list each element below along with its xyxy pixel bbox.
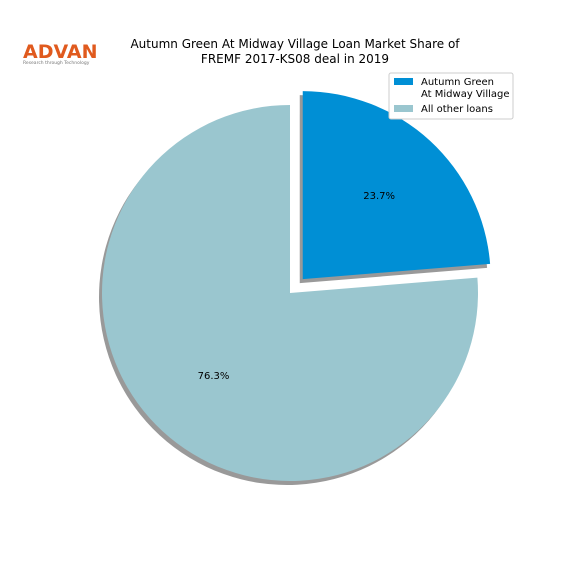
legend-box <box>388 72 514 120</box>
chart-title: Autumn Green At Midway Village Loan Mark… <box>130 37 460 66</box>
legend-swatch <box>394 78 413 85</box>
legend-label: All other loans <box>421 104 493 115</box>
text-line: FREMF 2017-KS08 deal in 2019 <box>201 52 389 66</box>
text-line: Autumn Green At Midway Village Loan Mark… <box>130 37 460 51</box>
logo-tagline: Research through Technology <box>23 60 90 66</box>
pie-slice <box>302 91 491 280</box>
text-line: Autumn Green <box>421 77 494 88</box>
value-label: 23.7% <box>363 191 395 202</box>
text-line: At Midway Village <box>421 89 510 100</box>
pie-slice <box>102 105 479 481</box>
legend-swatch <box>394 105 413 112</box>
logo-name: ADVAN <box>23 41 98 63</box>
value-label: 76.3% <box>198 371 230 382</box>
text-line: All other loans <box>421 104 493 115</box>
